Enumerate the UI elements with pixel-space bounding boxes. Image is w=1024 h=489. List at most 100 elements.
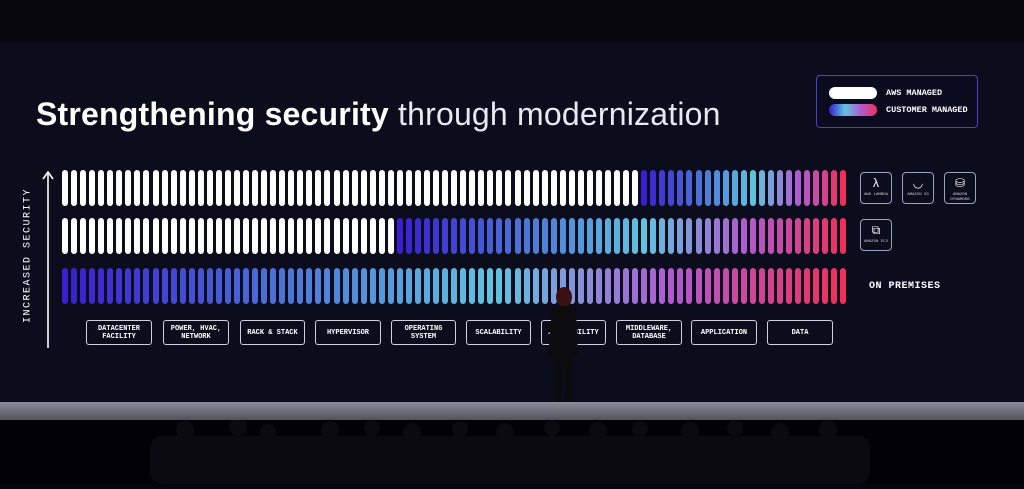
- security-bar: [623, 170, 630, 206]
- customer-managed-swatch: [829, 104, 877, 116]
- security-bar: [351, 170, 358, 206]
- security-bar: [351, 268, 358, 304]
- lambda-icon: λ: [873, 176, 879, 190]
- security-bar: [523, 218, 530, 254]
- security-bar: [369, 268, 376, 304]
- security-bar: [414, 218, 421, 254]
- security-bar: [623, 218, 630, 254]
- security-bar: [559, 218, 566, 254]
- security-bar: [324, 170, 331, 206]
- security-bar: [333, 170, 340, 206]
- security-bar: [442, 268, 449, 304]
- security-bar: [179, 218, 186, 254]
- security-bar: [224, 170, 231, 206]
- security-bar: [813, 170, 820, 206]
- security-bar: [315, 268, 322, 304]
- security-bar: [767, 268, 774, 304]
- ec2-icon: ⧉: [871, 223, 881, 237]
- security-bar: [740, 170, 747, 206]
- security-bar: [351, 218, 358, 254]
- security-bar: [523, 170, 530, 206]
- security-bar: [713, 218, 720, 254]
- layer-application: APPLICATION: [691, 320, 757, 345]
- security-bar: [98, 170, 105, 206]
- security-bar: [405, 218, 412, 254]
- lambda-service-card: λ AWS LAMBDA: [860, 172, 892, 204]
- layer-operating-system: OPERATING SYSTEM: [391, 320, 456, 345]
- security-bar: [722, 268, 729, 304]
- security-bar: [387, 268, 394, 304]
- security-bar: [424, 268, 430, 304]
- security-bar: [279, 170, 286, 206]
- security-bar: [378, 170, 385, 206]
- security-bar: [541, 268, 548, 304]
- on-premises-label: ON PREMISES: [869, 281, 941, 292]
- security-bar: [632, 268, 639, 304]
- security-bar: [125, 268, 132, 304]
- security-bar: [261, 218, 268, 254]
- security-bar: [677, 170, 684, 206]
- security-bar: [89, 218, 96, 254]
- security-bar: [143, 268, 150, 304]
- security-bar: [795, 218, 802, 254]
- security-bar: [586, 170, 593, 206]
- layer-hypervisor: HYPERVISOR: [315, 320, 381, 345]
- legend-customer-managed: CUSTOMER MANAGED: [829, 103, 968, 117]
- security-bar: [822, 170, 829, 206]
- security-bar: [261, 170, 268, 206]
- security-bar: [487, 170, 494, 206]
- security-bar: [396, 218, 403, 254]
- security-bar: [396, 170, 403, 206]
- security-bar: [614, 170, 621, 206]
- security-bar: [532, 170, 539, 206]
- security-bar: [369, 170, 376, 206]
- security-bar: [152, 268, 159, 304]
- bar-row-serverless: [62, 170, 852, 206]
- security-bar: [840, 170, 847, 206]
- increased-security-arrow: [42, 170, 54, 348]
- security-bar: [243, 170, 249, 206]
- security-bar: [306, 218, 313, 254]
- security-bar: [261, 268, 268, 304]
- security-bar: [224, 268, 231, 304]
- yaxis-label: INCREASED SECURITY: [22, 187, 34, 324]
- security-bar: [424, 218, 430, 254]
- presenter-silhouette: [546, 287, 578, 411]
- security-bar: [532, 268, 539, 304]
- security-bar: [125, 170, 132, 206]
- security-bar: [233, 268, 240, 304]
- security-bar: [306, 170, 313, 206]
- security-bar: [405, 170, 412, 206]
- security-bar: [469, 218, 476, 254]
- security-bar: [641, 170, 648, 206]
- security-bar: [324, 218, 331, 254]
- security-bar: [731, 268, 738, 304]
- security-bar: [89, 268, 96, 304]
- s3-service-card: ◡ AMAZON S3: [902, 172, 934, 204]
- security-bar: [686, 268, 693, 304]
- security-bar: [831, 218, 838, 254]
- aws-managed-swatch: [829, 87, 877, 99]
- security-bar: [641, 218, 648, 254]
- security-bar: [460, 268, 467, 304]
- legend: AWS MANAGED CUSTOMER MANAGED: [816, 75, 978, 128]
- security-bar: [695, 170, 702, 206]
- security-bar: [595, 218, 602, 254]
- security-bar: [659, 268, 666, 304]
- security-bar: [288, 268, 295, 304]
- security-bar: [152, 218, 159, 254]
- security-bar: [704, 218, 711, 254]
- security-bar: [677, 218, 684, 254]
- security-bar: [206, 218, 213, 254]
- security-bar: [677, 268, 684, 304]
- security-bar: [80, 268, 87, 304]
- security-bar: [686, 170, 693, 206]
- security-bar: [387, 218, 394, 254]
- security-bar: [822, 218, 829, 254]
- security-bar: [731, 170, 738, 206]
- security-bar: [125, 218, 132, 254]
- security-bar: [840, 268, 847, 304]
- security-bar: [550, 268, 557, 304]
- security-bar: [215, 268, 222, 304]
- security-bar: [270, 218, 277, 254]
